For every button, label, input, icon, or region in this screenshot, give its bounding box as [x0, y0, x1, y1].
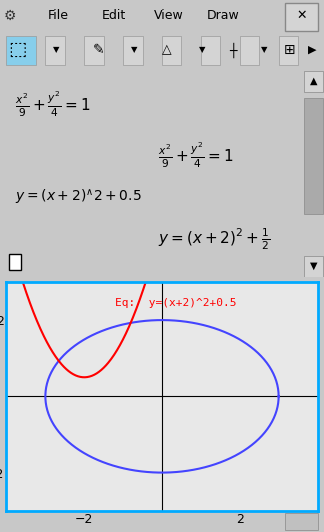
Text: View: View	[154, 9, 183, 22]
Text: ⚙: ⚙	[4, 9, 16, 22]
Text: ▼: ▼	[131, 45, 138, 54]
Text: $\frac{x^2}{9}+\frac{y^2}{4}=1$: $\frac{x^2}{9}+\frac{y^2}{4}=1$	[15, 89, 91, 119]
FancyBboxPatch shape	[285, 513, 318, 530]
FancyBboxPatch shape	[201, 36, 220, 65]
Text: ┼: ┼	[229, 42, 237, 57]
FancyBboxPatch shape	[304, 71, 323, 92]
FancyBboxPatch shape	[84, 36, 104, 65]
FancyBboxPatch shape	[45, 36, 65, 65]
Text: ▼: ▼	[261, 45, 267, 54]
FancyBboxPatch shape	[162, 36, 181, 65]
Text: ✕: ✕	[296, 9, 307, 22]
Bar	[9, 254, 21, 270]
Text: File: File	[48, 9, 69, 22]
Text: ▼: ▼	[53, 45, 60, 54]
Text: $y=(x+2)^{\wedge}2+0.5$: $y=(x+2)^{\wedge}2+0.5$	[15, 187, 142, 206]
Text: ▼: ▼	[199, 45, 206, 54]
Text: $y=(x+2)^{2}+\frac{1}{2}$: $y=(x+2)^{2}+\frac{1}{2}$	[157, 226, 270, 252]
FancyBboxPatch shape	[123, 36, 143, 65]
FancyBboxPatch shape	[279, 36, 298, 65]
FancyBboxPatch shape	[304, 98, 323, 214]
Text: ▶: ▶	[308, 45, 317, 55]
Text: ⊞: ⊞	[284, 43, 296, 57]
FancyBboxPatch shape	[285, 3, 318, 31]
Text: △: △	[162, 44, 172, 56]
Text: ⬚: ⬚	[9, 40, 27, 60]
Text: ✎: ✎	[93, 43, 105, 57]
Text: $\frac{x^2}{9}+\frac{y^2}{4}=1$: $\frac{x^2}{9}+\frac{y^2}{4}=1$	[157, 140, 233, 170]
FancyBboxPatch shape	[240, 36, 259, 65]
Text: Edit: Edit	[101, 9, 125, 22]
Text: ▲: ▲	[310, 76, 317, 86]
Text: ▼: ▼	[310, 261, 317, 271]
FancyBboxPatch shape	[6, 36, 36, 65]
FancyBboxPatch shape	[304, 256, 323, 277]
Text: Draw: Draw	[207, 9, 240, 22]
Text: Eq:  y=(x+2)^2+0.5: Eq: y=(x+2)^2+0.5	[115, 298, 237, 308]
